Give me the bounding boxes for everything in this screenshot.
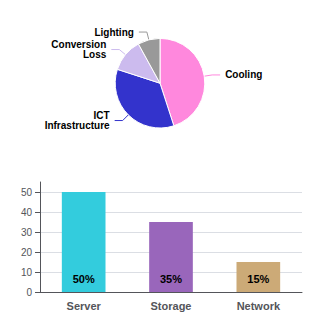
svg-text:50: 50	[21, 187, 33, 198]
svg-text:20: 20	[21, 247, 33, 258]
svg-text:30: 30	[21, 227, 33, 238]
svg-text:Loss: Loss	[83, 49, 107, 60]
svg-text:0: 0	[26, 287, 32, 298]
svg-text:ICT: ICT	[93, 110, 110, 121]
svg-text:Storage: Storage	[151, 300, 192, 312]
svg-text:Lighting: Lighting	[94, 27, 133, 38]
svg-text:15%: 15%	[247, 273, 269, 285]
svg-text:35%: 35%	[160, 273, 182, 285]
svg-text:Infrastructure: Infrastructure	[45, 120, 110, 131]
svg-text:40: 40	[21, 207, 33, 218]
svg-text:Cooling: Cooling	[225, 69, 262, 80]
svg-text:Conversion: Conversion	[51, 39, 107, 50]
svg-text:Server: Server	[67, 300, 102, 312]
svg-text:10: 10	[21, 267, 33, 278]
svg-text:50%: 50%	[73, 273, 95, 285]
svg-text:Network: Network	[237, 300, 281, 312]
